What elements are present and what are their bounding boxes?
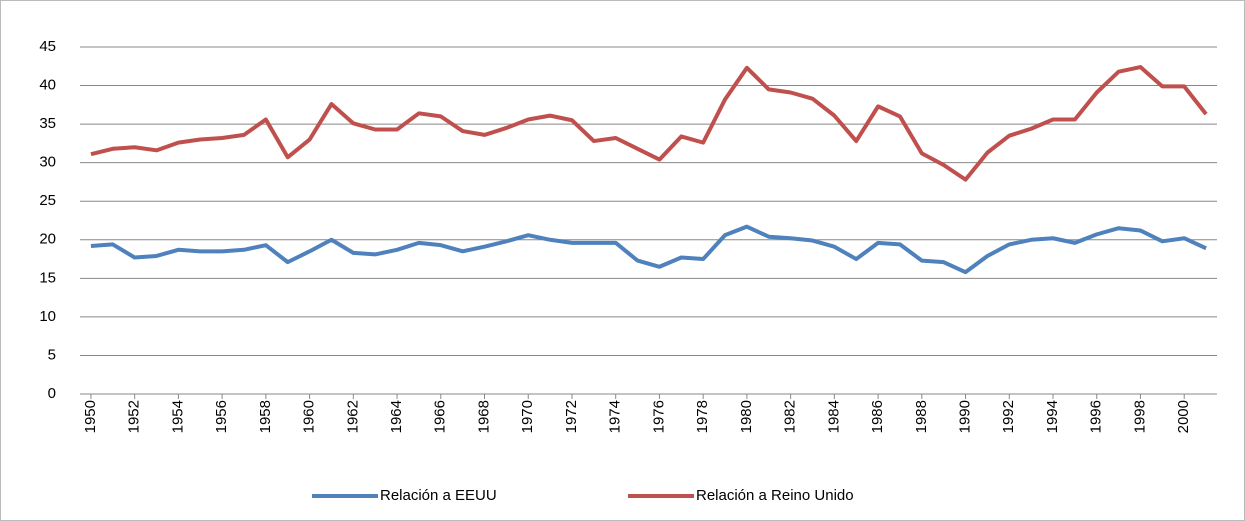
y-tick-label: 40 <box>39 77 56 94</box>
series-line <box>90 224 1207 275</box>
x-tick-label: 1998 <box>1131 400 1148 433</box>
y-tick-label: 0 <box>48 385 56 402</box>
x-tick-label: 1974 <box>607 400 624 433</box>
x-tick-label: 1990 <box>957 400 974 433</box>
x-tick-label: 1954 <box>169 400 186 433</box>
x-tick-label: 2000 <box>1175 400 1192 433</box>
y-tick-label: 30 <box>39 154 56 171</box>
y-tick-label: 25 <box>39 192 56 209</box>
legend-label: Relación a Reino Unido <box>696 487 854 504</box>
x-tick-label: 1956 <box>213 400 230 433</box>
x-tick-label: 1958 <box>257 400 274 433</box>
x-tick-label: 1972 <box>563 400 580 433</box>
y-tick-label: 45 <box>39 38 56 55</box>
x-tick-label: 1964 <box>388 400 405 433</box>
x-tick-label: 1976 <box>650 400 667 433</box>
x-tick-label: 1978 <box>694 400 711 433</box>
series-line <box>90 65 1208 182</box>
x-tick-label: 1962 <box>344 400 361 433</box>
x-tick-label: 1952 <box>126 400 143 433</box>
x-tick-label: 1966 <box>432 400 449 433</box>
x-tick-label: 1970 <box>519 400 536 433</box>
x-tick-label: 1996 <box>1088 400 1105 433</box>
x-tick-label: 1980 <box>738 400 755 433</box>
x-tick-label: 1988 <box>913 400 930 433</box>
x-tick-label: 1984 <box>825 400 842 433</box>
y-tick-label: 35 <box>39 115 56 132</box>
x-tick-label: 1982 <box>782 400 799 433</box>
y-tick-label: 15 <box>39 269 56 286</box>
x-tick-label: 1950 <box>82 400 99 433</box>
y-tick-label: 20 <box>39 231 56 248</box>
x-tick-label: 1994 <box>1044 400 1061 433</box>
y-tick-label: 5 <box>48 346 56 363</box>
y-tick-label: 10 <box>39 308 56 325</box>
x-tick-label: 1992 <box>1000 400 1017 433</box>
x-tick-label: 1968 <box>475 400 492 433</box>
legend-label: Relación a EEUU <box>380 487 497 504</box>
x-tick-label: 1986 <box>869 400 886 433</box>
x-tick-label: 1960 <box>301 400 318 433</box>
